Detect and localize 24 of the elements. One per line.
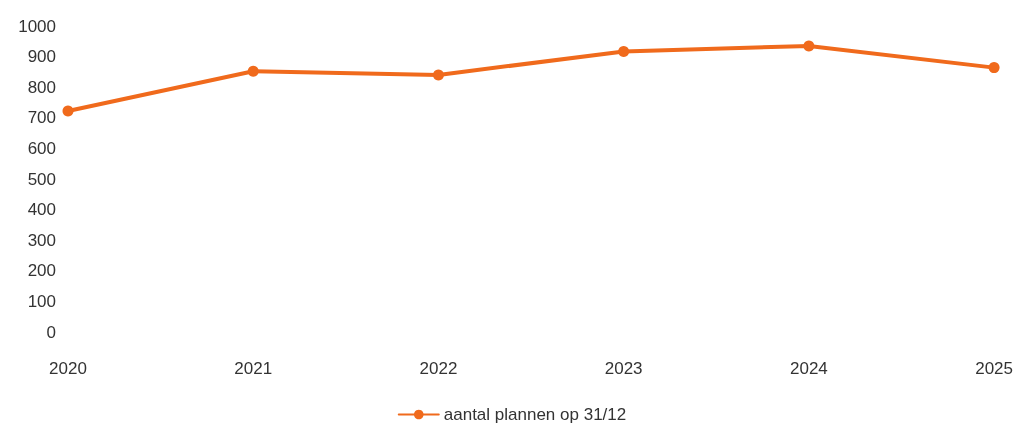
y-tick-label: 600 [27, 138, 56, 158]
x-tick-label: 2024 [789, 359, 828, 378]
point [988, 62, 1000, 74]
point [803, 40, 815, 52]
x-tick-label: 2025 [975, 359, 1013, 378]
y-tick-label: 300 [27, 230, 56, 250]
point [618, 45, 630, 57]
x-tick-label: 2021 [234, 359, 273, 378]
y-tick-label: 200 [27, 261, 56, 281]
y-tick-label: 1000 [18, 16, 56, 36]
y-tick-label: 900 [27, 47, 56, 67]
x-tick-label: 2020 [49, 359, 87, 378]
point [432, 69, 444, 81]
y-tick-label: 800 [27, 77, 56, 97]
y-tick-label: 100 [27, 291, 56, 311]
x-tick-label: 2022 [419, 359, 458, 378]
y-tick-label: 500 [27, 169, 56, 189]
y-tick-label: 0 [46, 322, 56, 342]
point [62, 105, 74, 117]
y-tick-label: 700 [27, 108, 56, 128]
legend-label: aantal plannen op 31/12 [443, 405, 627, 424]
x-tick-label: 2023 [604, 359, 643, 378]
point [247, 65, 259, 77]
y-tick-label: 400 [27, 200, 56, 220]
